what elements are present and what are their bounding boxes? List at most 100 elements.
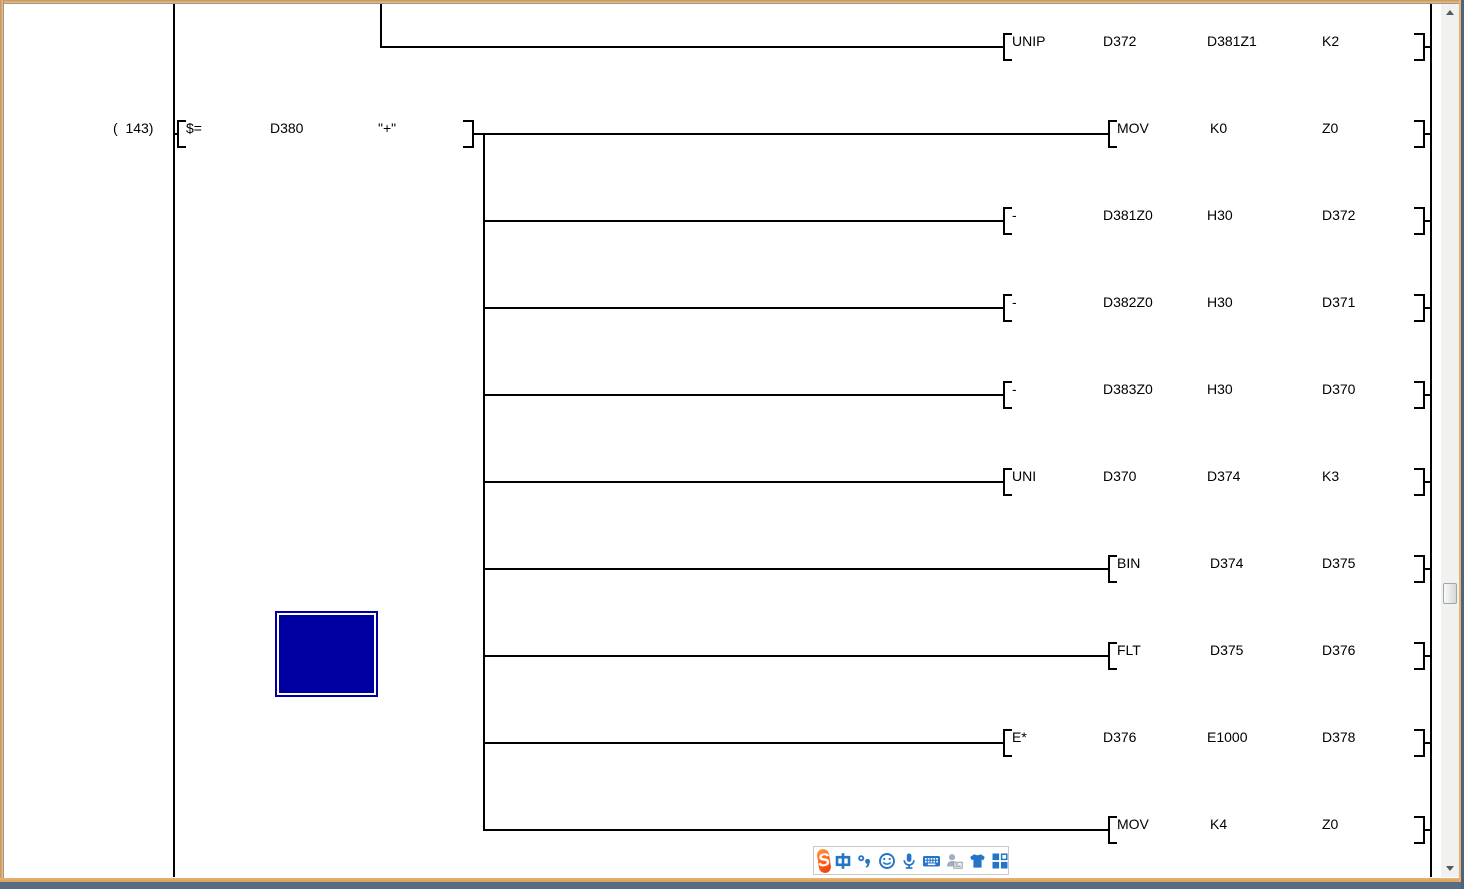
instruction-open-bracket: [1003, 729, 1005, 757]
instruction-close-bracket: [1414, 381, 1423, 383]
wire: [1423, 655, 1430, 657]
wire: [1423, 46, 1430, 48]
instruction-open-bracket: [1003, 729, 1012, 731]
operand-label[interactable]: D370: [1103, 468, 1137, 484]
operand-label[interactable]: D381Z1: [1207, 33, 1257, 49]
operand-label[interactable]: D370: [1322, 381, 1356, 397]
instruction-label[interactable]: -: [1012, 294, 1017, 310]
instruction-open-bracket: [1108, 816, 1117, 818]
power-rail-left: [173, 4, 175, 877]
instruction-open-bracket: [1108, 642, 1110, 670]
window-border-top-inner: [0, 3, 1464, 4]
operand-label[interactable]: Z0: [1322, 816, 1339, 832]
operand-label[interactable]: Z0: [1322, 120, 1339, 136]
wire: [1423, 829, 1430, 831]
operand-label[interactable]: D371: [1322, 294, 1356, 310]
window-border-left: [0, 0, 3, 889]
scroll-up-button[interactable]: [1441, 4, 1459, 21]
window-border-left-inner: [3, 0, 4, 889]
instruction-open-bracket: [1003, 407, 1012, 409]
operand-label[interactable]: D381Z0: [1103, 207, 1153, 223]
instruction-open-bracket: [1003, 207, 1005, 235]
instruction-open-bracket: [177, 120, 179, 148]
instruction-open-bracket: [1108, 555, 1117, 557]
instruction-open-bracket: [177, 146, 186, 148]
instruction-label[interactable]: -: [1012, 381, 1017, 397]
instruction-label[interactable]: E*: [1012, 729, 1027, 745]
operand-label[interactable]: D378: [1322, 729, 1356, 745]
scrollbar-thumb[interactable]: [1442, 583, 1457, 604]
wire: [483, 655, 1108, 657]
operand-label[interactable]: K3: [1322, 468, 1340, 484]
instruction-close-bracket: [1414, 120, 1423, 122]
scroll-down-button[interactable]: [1441, 860, 1459, 877]
comparison-operand-label[interactable]: D380: [270, 120, 304, 136]
soft-keyboard-icon[interactable]: [922, 850, 941, 872]
operand-label[interactable]: D376: [1103, 729, 1137, 745]
punctuation-icon[interactable]: [856, 850, 874, 872]
wire: [483, 829, 1108, 831]
instruction-label[interactable]: FLT: [1117, 642, 1141, 658]
instruction-open-bracket: [1108, 816, 1110, 844]
instruction-open-bracket: [1108, 642, 1117, 644]
chinese-mode-icon[interactable]: [834, 850, 852, 872]
comparison-operand-label[interactable]: "+": [378, 120, 397, 136]
instruction-close-bracket: [1414, 207, 1423, 209]
comparison-close-bracket: [463, 120, 472, 122]
instruction-label[interactable]: MOV: [1117, 816, 1149, 832]
operand-label[interactable]: D375: [1322, 555, 1356, 571]
instruction-open-bracket: [1003, 468, 1012, 470]
toolbox-icon[interactable]: [991, 850, 1009, 872]
operand-label[interactable]: H30: [1207, 207, 1233, 223]
operand-label[interactable]: D383Z0: [1103, 381, 1153, 397]
edit-cursor: [275, 611, 378, 697]
instruction-close-bracket: [1414, 320, 1423, 322]
operand-label[interactable]: D372: [1322, 207, 1356, 223]
window-border-bottom: [0, 882, 1464, 889]
instruction-open-bracket: [1108, 668, 1117, 670]
voice-input-icon[interactable]: [900, 850, 918, 872]
wire: [1423, 394, 1430, 396]
operand-label[interactable]: D382Z0: [1103, 294, 1153, 310]
sogou-logo[interactable]: S: [816, 847, 832, 874]
instruction-label[interactable]: -: [1012, 207, 1017, 223]
operand-label[interactable]: D375: [1210, 642, 1244, 658]
comparison-instruction-label[interactable]: $=: [186, 120, 202, 136]
instruction-open-bracket: [1003, 755, 1012, 757]
operand-label[interactable]: D372: [1103, 33, 1137, 49]
instruction-close-bracket: [1414, 233, 1423, 235]
operand-label[interactable]: D376: [1322, 642, 1356, 658]
emoji-icon[interactable]: [878, 850, 896, 872]
instruction-label[interactable]: MOV: [1117, 120, 1149, 136]
operand-label[interactable]: D374: [1210, 555, 1244, 571]
instruction-label[interactable]: UNIP: [1012, 33, 1046, 49]
operand-label[interactable]: H30: [1207, 294, 1233, 310]
instruction-close-bracket: [1414, 842, 1423, 844]
wire: [380, 46, 1003, 48]
skin-icon[interactable]: [968, 850, 987, 872]
operand-label[interactable]: H30: [1207, 381, 1233, 397]
instruction-open-bracket: [1003, 207, 1012, 209]
instruction-close-bracket: [1414, 642, 1423, 644]
operand-label[interactable]: K2: [1322, 33, 1340, 49]
instruction-label[interactable]: UNI: [1012, 468, 1037, 484]
instruction-open-bracket: [1108, 581, 1117, 583]
operand-label[interactable]: E1000: [1207, 729, 1248, 745]
wire: [483, 220, 1003, 222]
wire: [1423, 133, 1430, 135]
ladder-canvas[interactable]: [4, 4, 1441, 877]
instruction-label[interactable]: BIN: [1117, 555, 1141, 571]
instruction-close-bracket: [1414, 294, 1423, 296]
instruction-open-bracket: [1003, 381, 1005, 409]
window-border-right: [1461, 0, 1464, 889]
account-icon[interactable]: [945, 850, 964, 872]
operand-label[interactable]: K4: [1210, 816, 1228, 832]
instruction-close-bracket: [1414, 755, 1423, 757]
vertical-scrollbar[interactable]: [1441, 4, 1459, 877]
operand-label[interactable]: K0: [1210, 120, 1228, 136]
instruction-close-bracket: [1414, 468, 1423, 470]
wire: [380, 4, 382, 48]
operand-label[interactable]: D374: [1207, 468, 1241, 484]
instruction-open-bracket: [1108, 842, 1117, 844]
